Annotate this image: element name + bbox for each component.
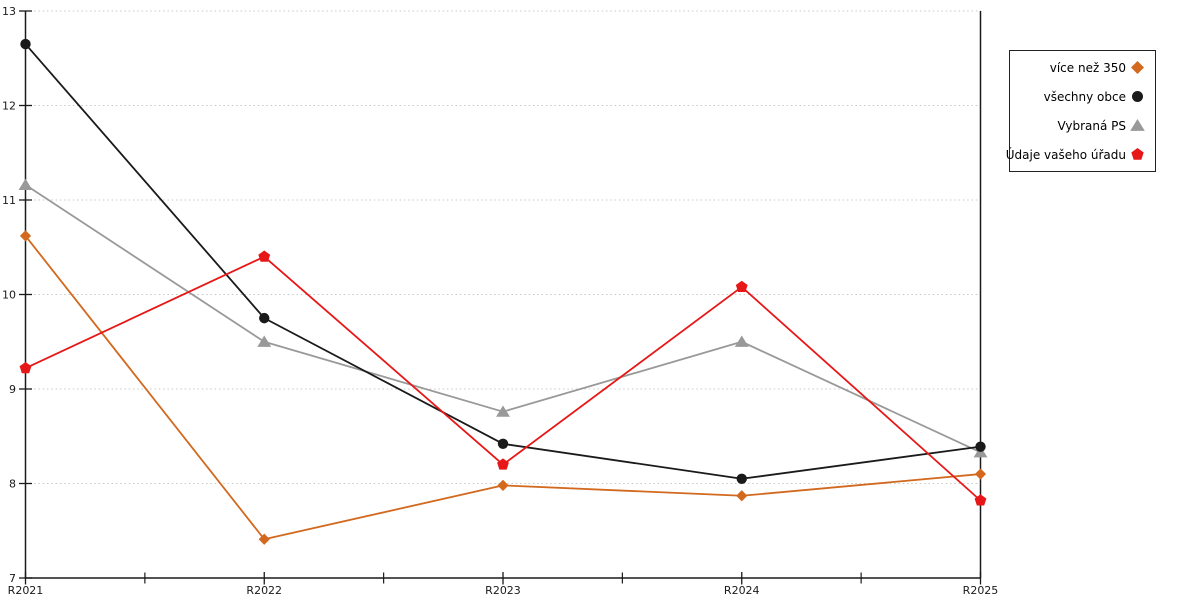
legend-label: Údaje vašeho úřadu <box>1005 147 1126 162</box>
diamond-marker-icon <box>736 490 748 502</box>
x-tick-label: R2025 <box>963 584 999 597</box>
series-line <box>24 235 982 541</box>
x-ticks: R2021 R2022 R2023 R2024 R2025 <box>8 572 999 597</box>
circle-marker-icon <box>975 441 986 452</box>
triangle-marker-glyph <box>1130 119 1145 131</box>
y-tick-label: 8 <box>9 478 16 491</box>
legend: více než 350 všechny obce Vybraná PS Údaje … <box>1006 50 1156 172</box>
diamond-marker-icon <box>258 533 270 545</box>
legend-item: více než 350 <box>1010 53 1145 82</box>
diamond-marker-glyph <box>1131 61 1144 74</box>
pentagon-marker-icon <box>1131 148 1144 160</box>
diamond-marker-icon <box>497 479 509 491</box>
circle-marker-icon <box>20 38 31 50</box>
triangle-marker-icon <box>1130 119 1145 131</box>
x-tick-label: R2023 <box>485 584 521 597</box>
pentagon-marker-icon <box>497 458 509 470</box>
circle-marker-icon <box>259 312 270 324</box>
y-tick-label: 11 <box>2 194 16 207</box>
diamond-marker-icon <box>974 468 987 480</box>
x-tick-label: R2022 <box>246 584 282 597</box>
x-tick-label: R2024 <box>724 584 760 597</box>
legend-label: Vybraná PS <box>1057 118 1126 133</box>
circle-marker-icon <box>497 438 509 450</box>
series-triangle <box>18 178 988 458</box>
legend-item: Vybraná PS <box>1010 111 1145 140</box>
legend-item: všechny obce <box>1010 82 1145 111</box>
triangle-marker-icon <box>18 178 33 190</box>
legend-item: Údaje vašeho úřadu <box>1006 140 1145 169</box>
legend-label: všechny obce <box>1043 89 1126 104</box>
circle-marker-glyph <box>1132 91 1143 102</box>
triangle-marker-icon <box>734 335 749 347</box>
circle-marker-icon <box>1132 91 1143 102</box>
triangle-marker-icon <box>257 335 272 347</box>
series-pentagon <box>19 250 987 506</box>
legend-label: více než 350 <box>1049 60 1126 75</box>
y-tick-label: 9 <box>9 383 16 396</box>
series-diamond <box>19 230 987 545</box>
pentagon-marker-icon <box>258 250 271 262</box>
circle-marker-icon <box>736 473 747 484</box>
pentagon-marker-icon <box>974 494 987 506</box>
diamond-marker-icon <box>19 230 32 242</box>
y-tick-label: 7 <box>9 572 16 585</box>
pentagon-marker-glyph <box>1131 148 1144 160</box>
triangle-marker-icon <box>496 405 510 417</box>
y-tick-label: 12 <box>2 100 16 113</box>
y-ticks: 7 8 9 10 11 12 13 <box>2 5 32 585</box>
x-tick-label: R2021 <box>8 584 44 597</box>
y-tick-label: 10 <box>2 289 16 302</box>
series-circle <box>20 38 986 484</box>
y-tick-label: 13 <box>2 5 16 18</box>
pentagon-marker-icon <box>735 280 748 292</box>
diamond-marker-icon <box>1131 61 1144 74</box>
pentagon-marker-icon <box>19 362 32 374</box>
